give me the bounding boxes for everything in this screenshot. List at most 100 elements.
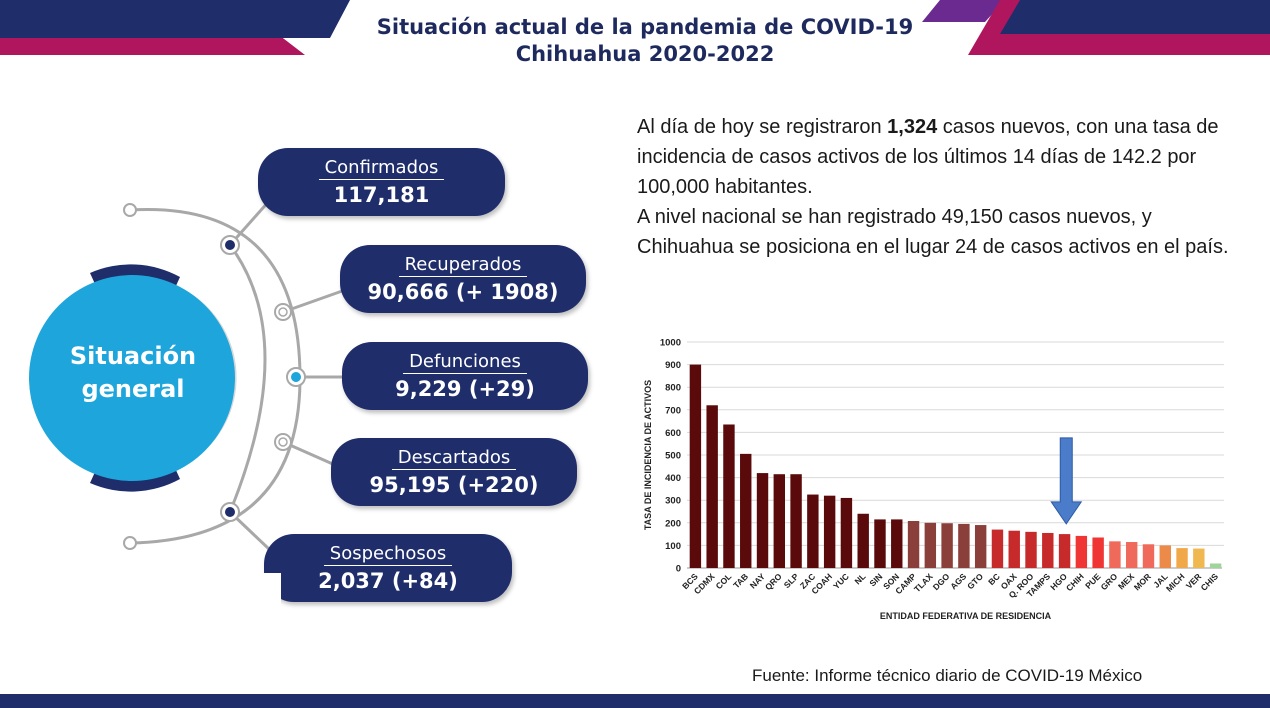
title-line-1: Situación actual de la pandemia de COVID… (376, 15, 914, 39)
bar-col (723, 424, 735, 568)
stat-value: 90,666 (+ 1908) (367, 280, 559, 304)
stat-defunciones: Defunciones 9,229 (+29) (342, 342, 588, 410)
title-line-2: Chihuahua 2020-2022 (515, 42, 775, 66)
stat-sospechosos: Sospechosos 2,037 (+84) (264, 534, 512, 602)
x-tick-label: GTO (965, 571, 985, 591)
stat-value: 117,181 (333, 183, 430, 207)
bar-jal (1159, 545, 1171, 568)
summary-paragraph-2: A nivel nacional se han registrado 49,15… (637, 206, 1229, 258)
bar-tlax (924, 522, 937, 568)
node-end-top (123, 203, 137, 217)
bar-bc (991, 529, 1004, 568)
bar-ags (958, 523, 970, 568)
x-tick-label: PUE (1083, 571, 1103, 591)
x-tick-label: GRO (1099, 571, 1120, 592)
bar-coah (823, 495, 836, 568)
x-tick-label: MEX (1116, 571, 1136, 591)
highlight-arrow (1050, 437, 1083, 525)
bar-zac (807, 494, 819, 568)
source-note: Fuente: Informe técnico diario de COVID-… (752, 666, 1143, 685)
bar-qroo (1025, 531, 1037, 568)
bar-gto (974, 525, 987, 568)
header-decoration (0, 0, 1270, 55)
bar-chis (1209, 563, 1222, 568)
y-tick-label: 300 (665, 496, 681, 507)
bar-tab (740, 453, 752, 568)
hub-label-2: general (81, 375, 184, 403)
y-tick-label: 0 (676, 564, 681, 575)
bar-nl (857, 513, 869, 568)
connector-descartados (282, 440, 336, 467)
stat-recuperados: Recuperados 90,666 (+ 1908) (340, 245, 586, 313)
x-tick-label: MICH (1164, 571, 1186, 593)
x-tick-label: TAB (731, 571, 750, 590)
connector-recuperados (282, 288, 346, 314)
incidence-chart: 0 100 200 300 400 500 600 700 800 900 1000 BCS CDMX C… (637, 330, 1232, 622)
connector-confirmados (228, 199, 272, 246)
node-end-bottom (123, 536, 137, 550)
bar-camp (907, 520, 920, 568)
stat-confirmados: Confirmados 117,181 (258, 148, 505, 216)
y-tick-label: 600 (665, 428, 681, 439)
bar-cdmx (706, 405, 718, 568)
bar-bcs (689, 364, 702, 568)
stat-label: Defunciones (403, 351, 527, 374)
stat-label: Confirmados (318, 157, 445, 180)
bar-ver (1193, 548, 1205, 568)
bar-hgo (1058, 534, 1071, 568)
bar-gro (1109, 541, 1121, 568)
x-tick-label: AGS (948, 571, 968, 591)
x-tick-label: QRO (763, 571, 784, 592)
page-title: Situación actual de la pandemia de COVID… (300, 14, 990, 68)
bar-slp (790, 474, 802, 568)
x-axis-label: ENTIDAD FEDERATIVA DE RESIDENCIA (880, 611, 1052, 621)
x-tick-label: DGO (931, 571, 952, 592)
bar-oax (1008, 530, 1020, 568)
bar-dgo (941, 523, 953, 568)
bar-mex (1125, 542, 1138, 568)
stat-label: Recuperados (398, 254, 528, 277)
stat-value: 95,195 (+220) (369, 473, 539, 497)
y-tick-label: 900 (665, 360, 681, 371)
hub-circle (29, 275, 235, 481)
bar-qro (773, 474, 786, 568)
bar-nay (756, 473, 769, 568)
x-tick-label: TLAX (912, 571, 935, 594)
x-tick-label: SLP (782, 571, 801, 590)
stat-label: Sospechosos (323, 543, 453, 566)
y-tick-label: 800 (665, 383, 681, 394)
blank-panel (26, 573, 281, 672)
header-band-left-navy (0, 0, 350, 38)
x-tick-label: MOR (1132, 571, 1153, 592)
stat-value: 9,229 (+29) (395, 377, 535, 401)
summary-text: Al día de hoy se registraron 1,324 casos… (637, 112, 1242, 262)
incidence-chart-svg: 01002003004005006007008009001000BCSCDMXC… (643, 338, 1224, 621)
bar-chih (1075, 535, 1088, 568)
y-tick-label: 200 (665, 518, 681, 529)
blank-panel-right (1222, 560, 1248, 678)
hub-label-1: Situación (70, 342, 196, 370)
bar-mich (1176, 548, 1188, 568)
bar-sin (874, 519, 886, 568)
x-tick-label: CHIH (1064, 571, 1086, 593)
hub-diagram: Situación general (29, 199, 346, 552)
bar-tamps (1042, 532, 1054, 568)
stat-descartados: Descartados 95,195 (+220) (331, 438, 577, 506)
x-tick-label: YUC (831, 571, 851, 591)
bar-pue (1092, 537, 1104, 568)
y-tick-label: 500 (665, 451, 681, 462)
y-tick-label: 1000 (660, 338, 681, 349)
header-band-right-purple (922, 0, 1005, 22)
new-cases-count: 1,324 (887, 116, 938, 138)
bar-mor (1142, 544, 1155, 568)
stat-label: Descartados (391, 447, 517, 470)
arc-inner (228, 244, 267, 513)
x-tick-label: NL (853, 571, 868, 586)
stat-value: 2,037 (+84) (318, 569, 458, 593)
summary-paragraph-1: Al día de hoy se registraron 1,324 casos… (637, 116, 1219, 198)
bar-yuc (840, 497, 853, 568)
footer-bar (0, 694, 1270, 708)
y-tick-label: 100 (665, 541, 681, 552)
y-tick-label: 400 (665, 473, 681, 484)
y-tick-label: 700 (665, 405, 681, 416)
